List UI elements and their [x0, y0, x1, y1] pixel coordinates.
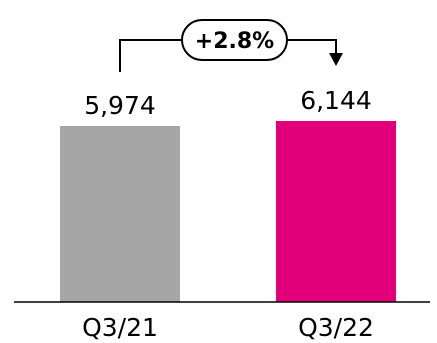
bar-q3-22 — [276, 121, 396, 302]
change-bubble — [181, 19, 288, 61]
change-percentage-label: +2.8% — [195, 29, 274, 54]
bars-group — [60, 121, 396, 302]
x-tick-labels-group: Q3/21 Q3/22 — [82, 313, 374, 342]
value-label: 6,144 — [300, 86, 372, 115]
bar-q3-21 — [60, 126, 180, 302]
change-annotation: +2.8% — [119, 19, 343, 72]
value-label: 5,974 — [84, 91, 156, 120]
change-arrow-connector — [119, 39, 337, 72]
arrow-down-icon — [329, 53, 343, 66]
value-labels-group: 5,974 6,144 — [84, 86, 372, 120]
x-tick-label: Q3/22 — [298, 313, 374, 342]
x-tick-label: Q3/21 — [82, 313, 158, 342]
